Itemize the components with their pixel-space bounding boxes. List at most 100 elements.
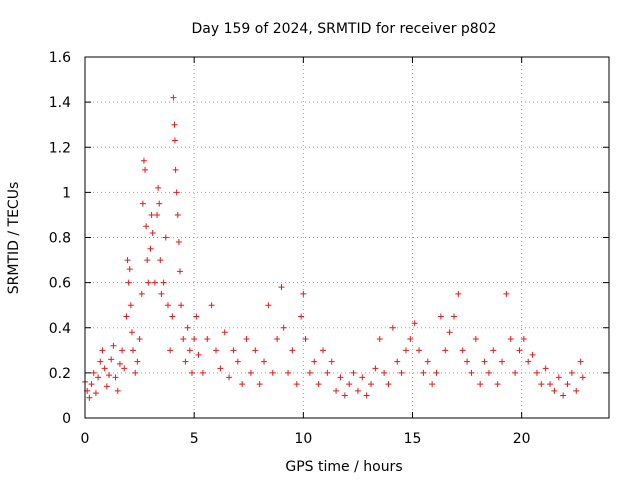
data-point — [136, 336, 143, 343]
data-point — [142, 166, 149, 173]
data-point — [269, 369, 276, 376]
data-point — [306, 369, 313, 376]
data-point — [170, 94, 177, 101]
data-point — [265, 302, 272, 309]
data-point — [171, 121, 178, 128]
data-point — [285, 369, 292, 376]
data-point — [191, 336, 198, 343]
x-tick-label: 20 — [513, 431, 531, 447]
data-point — [341, 392, 348, 399]
data-point — [121, 365, 128, 372]
data-point — [261, 358, 268, 365]
data-point — [368, 381, 375, 388]
data-point — [130, 347, 137, 354]
data-point — [560, 392, 567, 399]
data-point — [381, 369, 388, 376]
data-point — [446, 329, 453, 336]
data-point — [99, 347, 106, 354]
data-point — [208, 302, 215, 309]
data-point — [175, 239, 182, 246]
y-tick-label: 0.8 — [49, 231, 71, 247]
data-point — [555, 374, 562, 381]
data-point — [108, 356, 115, 363]
x-tick-labels: 0 5 10 15 20 — [81, 431, 531, 447]
data-point — [337, 374, 344, 381]
ticks-layer — [84, 56, 609, 419]
y-axis-label: SRMTID / TECUs — [6, 182, 22, 295]
data-point — [499, 358, 506, 365]
data-point — [116, 360, 123, 367]
data-point — [167, 347, 174, 354]
data-point — [577, 358, 584, 365]
data-point — [516, 347, 523, 354]
data-point — [247, 369, 254, 376]
data-point — [529, 351, 536, 358]
data-point — [538, 381, 545, 388]
data-point — [95, 374, 102, 381]
data-point — [199, 369, 206, 376]
data-point — [176, 268, 183, 275]
data-point — [494, 381, 501, 388]
data-point — [132, 369, 139, 376]
data-point — [278, 284, 285, 291]
data-point — [174, 211, 181, 218]
data-point — [124, 257, 131, 264]
x-tick-label: 10 — [294, 431, 312, 447]
data-point — [112, 374, 119, 381]
data-point — [162, 234, 169, 241]
data-point — [97, 358, 104, 365]
data-point — [490, 347, 497, 354]
data-point — [533, 369, 540, 376]
data-point — [123, 313, 130, 320]
data-point — [424, 358, 431, 365]
data-point — [127, 302, 134, 309]
data-point — [178, 302, 185, 309]
data-point — [477, 381, 484, 388]
data-point — [239, 381, 246, 388]
y-tick-label: 1 — [62, 185, 71, 201]
data-point — [173, 189, 180, 196]
data-point — [429, 381, 436, 388]
chart-title: Day 159 of 2024, SRMTID for receiver p80… — [191, 21, 496, 37]
data-point — [402, 347, 409, 354]
x-tick-label: 0 — [81, 431, 90, 447]
data-point — [503, 290, 510, 297]
data-point — [293, 381, 300, 388]
data-point — [319, 347, 326, 354]
data-point — [92, 390, 99, 397]
data-point — [389, 324, 396, 331]
data-point — [551, 387, 558, 394]
data-point — [433, 369, 440, 376]
data-point — [507, 336, 514, 343]
data-point — [455, 290, 462, 297]
data-point — [195, 351, 202, 358]
data-point — [188, 369, 195, 376]
y-tick-label: 1.2 — [49, 140, 71, 156]
data-point — [151, 279, 158, 286]
data-point — [155, 184, 162, 191]
data-point — [333, 387, 340, 394]
data-point — [437, 313, 444, 320]
data-point — [252, 347, 259, 354]
data-point — [411, 320, 418, 327]
y-tick-label: 1.6 — [49, 50, 71, 66]
data-point — [468, 369, 475, 376]
data-point — [289, 347, 296, 354]
data-point — [204, 336, 211, 343]
data-point — [180, 336, 187, 343]
data-point — [547, 381, 554, 388]
data-point — [101, 365, 108, 372]
data-point — [376, 336, 383, 343]
data-point — [300, 290, 307, 297]
data-point — [525, 358, 532, 365]
data-point — [103, 383, 110, 390]
data-point — [328, 358, 335, 365]
data-point — [128, 329, 135, 336]
data-point — [182, 358, 189, 365]
data-point — [154, 211, 161, 218]
grid-layer — [85, 57, 609, 418]
data-point — [416, 347, 423, 354]
data-point — [106, 372, 113, 379]
